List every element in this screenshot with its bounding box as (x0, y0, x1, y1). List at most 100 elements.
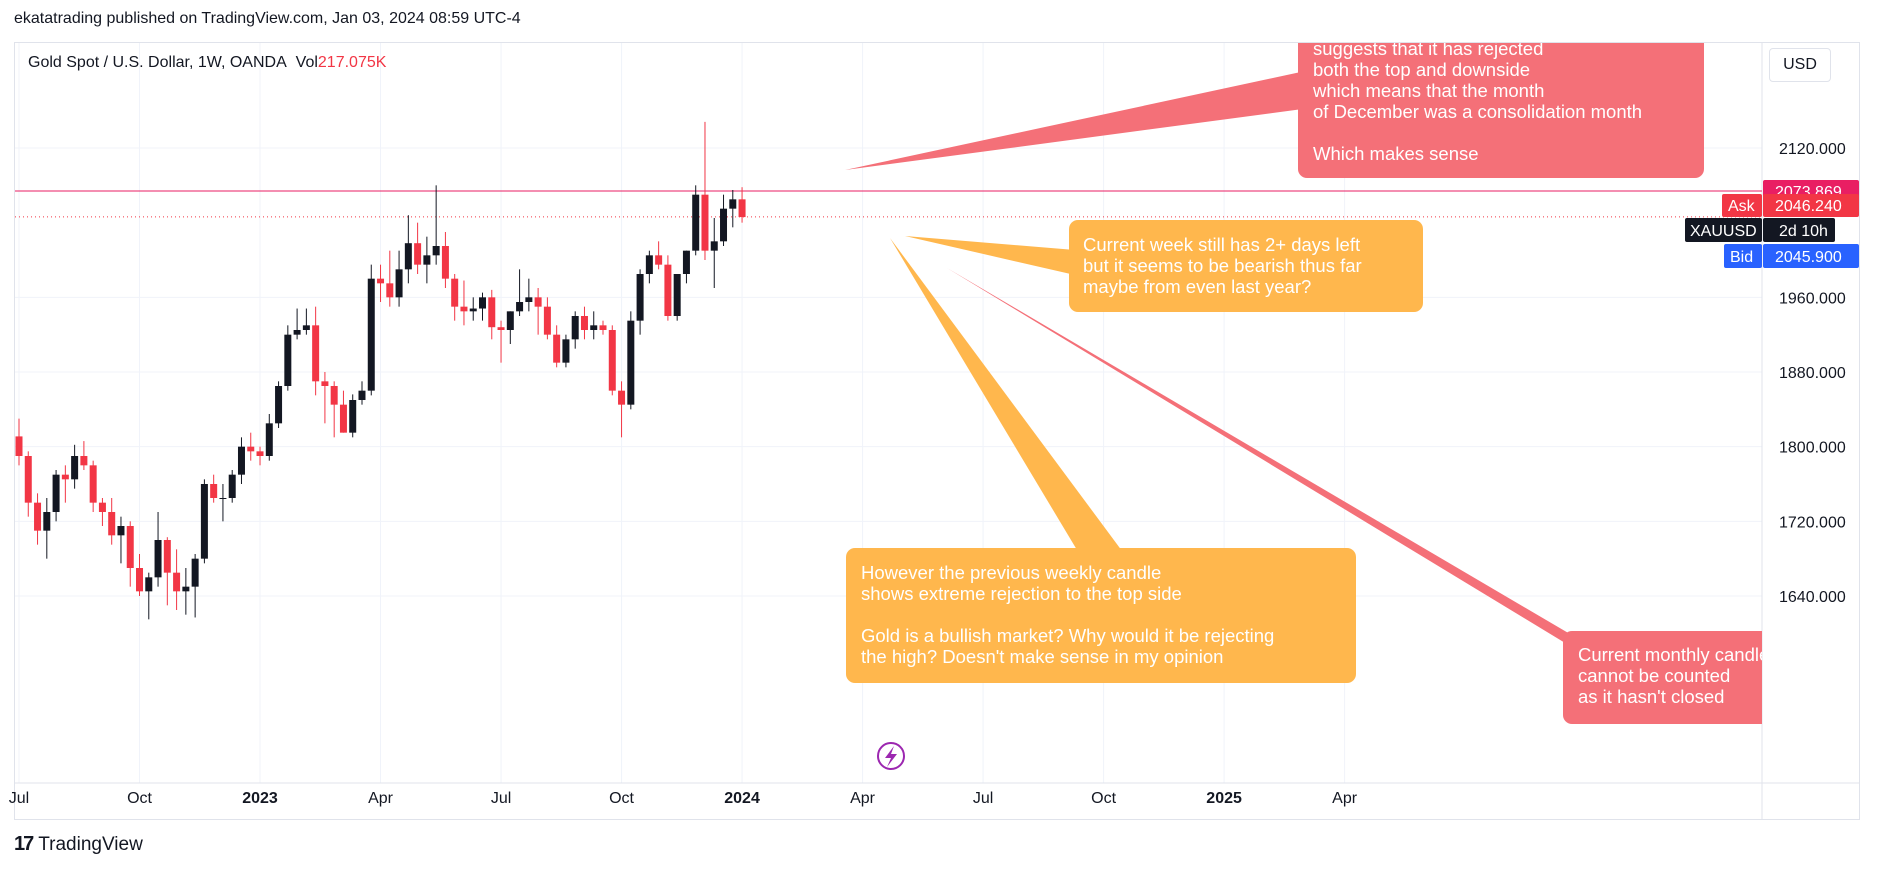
candle (293, 308, 301, 340)
candle-body (432, 246, 440, 256)
callout-line: suggests that it has rejected (1313, 38, 1543, 59)
brand-name: TradingView (38, 833, 143, 855)
chart-frame[interactable] (14, 42, 1860, 820)
candle (117, 516, 125, 564)
candle-body (414, 243, 422, 265)
price-tick-label: 1720.000 (1779, 514, 1846, 531)
price-tick-label: 1880.000 (1779, 365, 1846, 382)
candle (701, 121, 709, 260)
candle-body (284, 334, 292, 386)
candle-body (210, 484, 218, 498)
bid-label-tag: Bid (1724, 244, 1762, 268)
candle (154, 512, 162, 587)
callout-box (1298, 43, 1704, 178)
candle-body (89, 465, 97, 503)
candle-body (451, 278, 459, 307)
callout-line: Gold is a bullish market? Why would it b… (861, 625, 1274, 646)
time-tick-label: Apr (1332, 790, 1358, 807)
candle-body (386, 283, 394, 298)
candle-body (200, 484, 208, 559)
candle-body (423, 255, 431, 265)
candle (720, 194, 728, 246)
candle-body (673, 274, 681, 316)
candle-body (580, 316, 588, 330)
symbol-tag-text: XAUUSD (1690, 223, 1757, 240)
candle-body (302, 325, 310, 330)
candle (108, 498, 116, 545)
candle (71, 444, 79, 489)
candle-body (562, 339, 570, 363)
candle (710, 218, 718, 288)
candle (386, 250, 394, 307)
candle (692, 185, 700, 256)
tradingview-logo-icon: 17 (14, 833, 34, 855)
candle (247, 432, 255, 461)
candles-layer (15, 121, 746, 620)
candle (312, 306, 320, 396)
annotations-layer: suggests that it has rejected both the to… (845, 38, 1769, 724)
candle (590, 311, 598, 340)
candle (145, 572, 153, 620)
candle-body (182, 586, 190, 592)
candle-body (154, 540, 162, 578)
callout-line: which means that the month (1312, 80, 1544, 101)
price-tick-label: 2120.000 (1779, 141, 1846, 158)
candle (275, 381, 283, 428)
callout-text: suggests that it has rejected both the to… (1312, 38, 1642, 164)
candle (562, 334, 570, 368)
time-tick-label: 2025 (1206, 790, 1242, 807)
callout-line: However the previous weekly candle (861, 562, 1161, 583)
candle (432, 185, 440, 265)
candle (126, 521, 134, 587)
candle-body (608, 330, 616, 391)
candle (89, 460, 97, 512)
candle (525, 278, 533, 312)
ask-price-tag-bg (1763, 194, 1859, 217)
candle-body (543, 306, 551, 335)
candle (228, 470, 236, 503)
price-tick-label: 1640.000 (1779, 589, 1846, 606)
callout-line: Current monthly candle (1578, 644, 1769, 665)
candle-body (682, 250, 690, 274)
candle-body (43, 512, 51, 531)
candle (15, 418, 23, 466)
candle (543, 297, 551, 340)
candle (618, 381, 626, 438)
time-tick-label: Oct (609, 790, 634, 807)
candle-body (441, 246, 449, 279)
candle (571, 311, 579, 349)
candle-body (664, 264, 672, 316)
ask-price-tag-text: 2046.240 (1775, 198, 1842, 215)
callout-line: Which makes sense (1313, 143, 1479, 164)
candle-body (701, 194, 709, 251)
chart-legend: Gold Spot / U.S. Dollar, 1W, OANDA Vol21… (28, 54, 386, 72)
callout-line: of December was a consolidation month (1313, 101, 1642, 122)
candle-body (618, 390, 626, 405)
vol-label: Vol (295, 54, 318, 71)
candle (330, 381, 338, 438)
tradingview-logo[interactable]: 17 TradingView (14, 833, 143, 856)
candle (34, 493, 42, 545)
candle-body (488, 297, 496, 328)
time-tick-label: 2024 (724, 790, 760, 807)
candle-body (126, 526, 134, 568)
candle-body (98, 502, 106, 512)
candle (534, 288, 542, 335)
candle (80, 441, 88, 470)
annotation-callout: Current monthly candle cannot be counted a… (947, 268, 1769, 724)
countdown-tag: 2d 10h (1763, 218, 1835, 242)
candle-body (163, 540, 171, 573)
symbol-line: Gold Spot / U.S. Dollar, 1W, OANDA (28, 54, 287, 71)
candle (24, 451, 32, 517)
candle-body (525, 297, 533, 302)
candle (265, 414, 273, 461)
currency-button[interactable]: USD (1769, 48, 1831, 82)
candle (367, 264, 375, 396)
candle-body (136, 568, 144, 592)
candle (395, 250, 403, 307)
candle-body (599, 325, 607, 330)
callout-line: maybe from even last year? (1083, 276, 1311, 297)
time-tick-label: Apr (368, 790, 394, 807)
callout-line: the high? Doesn't make sense in my opini… (861, 646, 1223, 667)
